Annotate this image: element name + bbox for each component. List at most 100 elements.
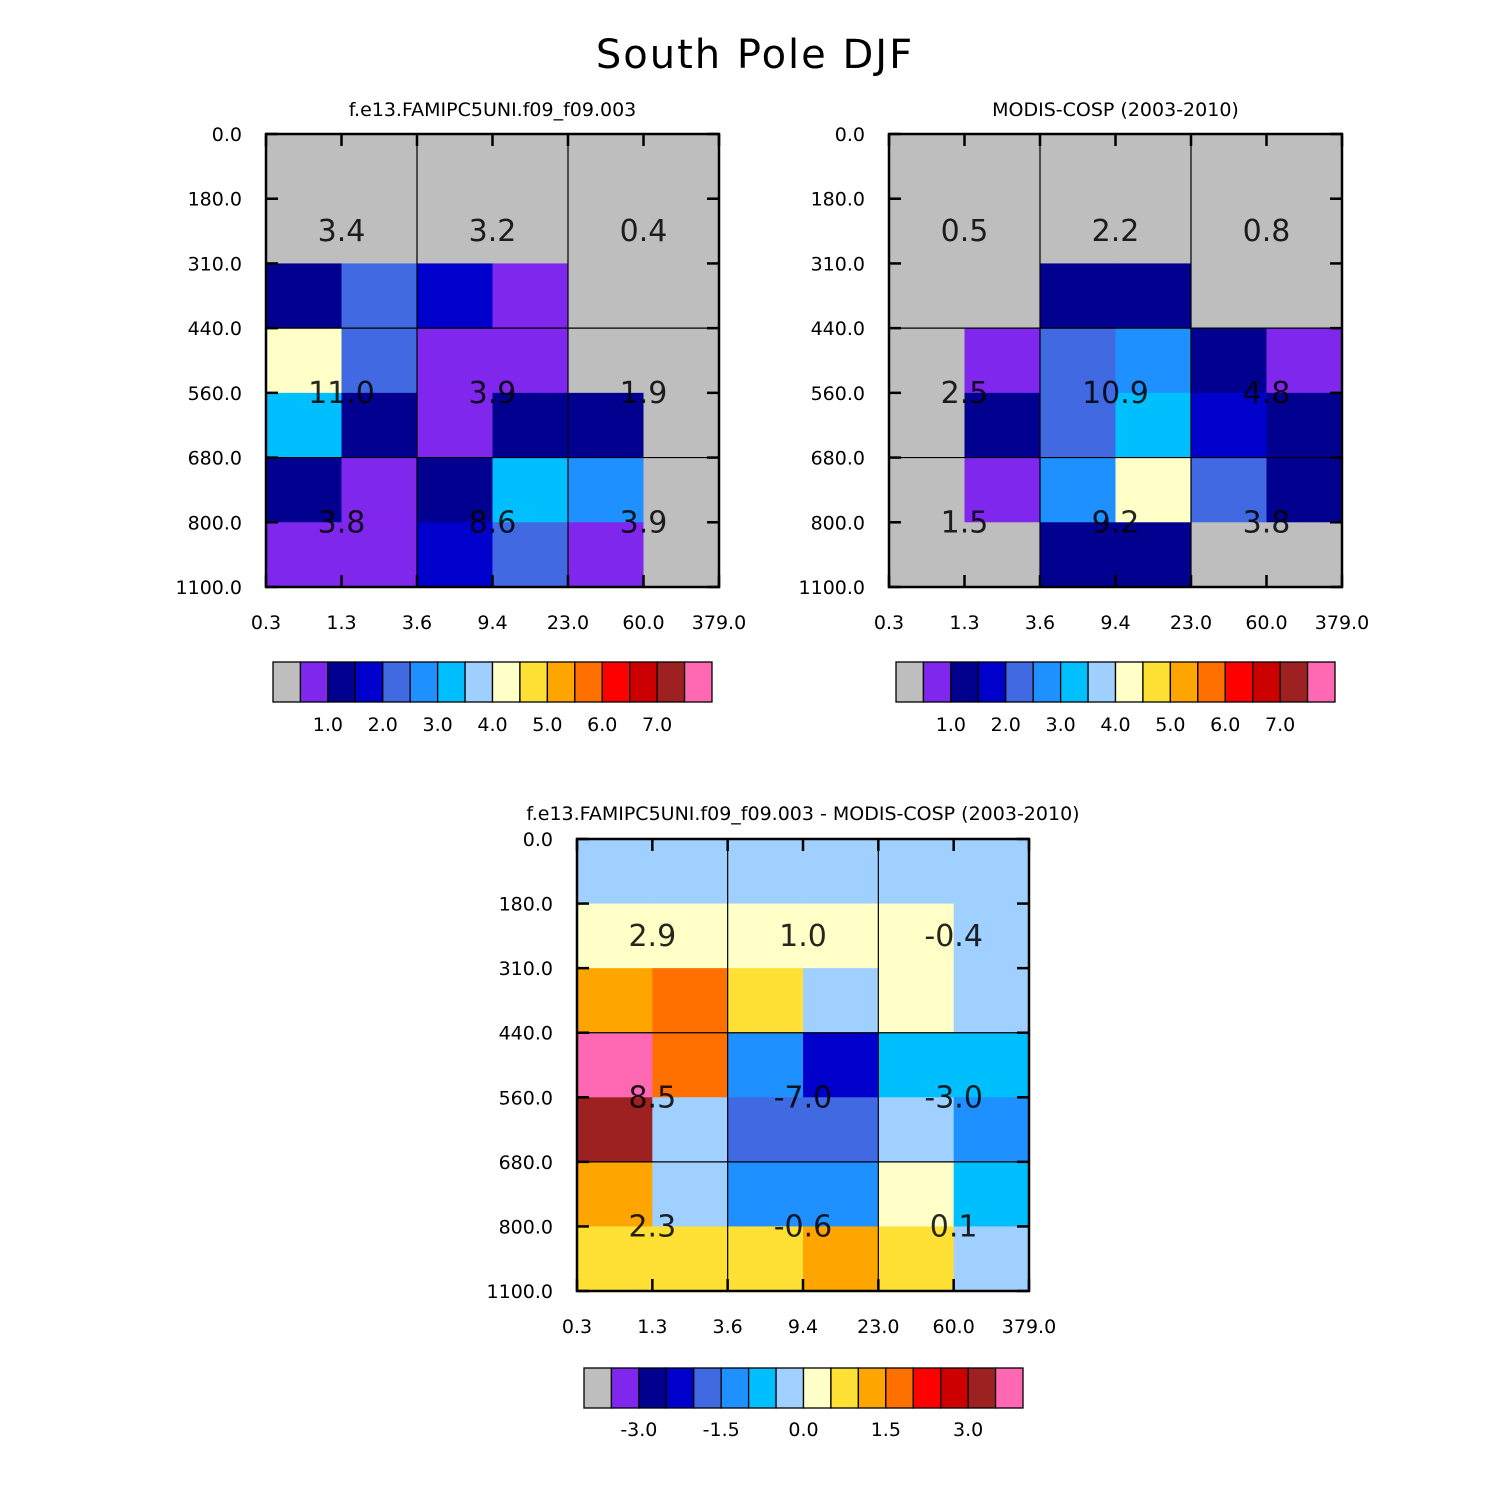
y-tick-label: 680.0 — [499, 1152, 553, 1174]
box-value-label: 8.5 — [628, 1080, 676, 1115]
heatmap-cell — [889, 198, 966, 265]
heatmap-cell — [889, 522, 966, 588]
heatmap-cell — [341, 522, 418, 588]
heatmap-cell — [568, 134, 645, 200]
colorbar-label: 7.0 — [1265, 714, 1295, 736]
heatmap-cell — [964, 198, 1041, 265]
heatmap-cell — [1266, 134, 1343, 200]
heatmap-cell — [643, 263, 720, 329]
heatmap-cell — [1115, 263, 1192, 329]
heatmap-cell — [878, 1097, 955, 1163]
x-tick-label: 0.3 — [251, 612, 281, 634]
heatmap-cell — [953, 1032, 1030, 1098]
heatmap-cell — [1115, 457, 1192, 523]
heatmap-cell — [652, 1161, 729, 1228]
panel-title: f.e13.FAMIPC5UNI.f09_f09.003 — [349, 99, 637, 121]
colorbar-swatch — [1252, 661, 1281, 703]
x-tick-label: 379.0 — [692, 612, 746, 634]
colorbar-swatch — [272, 661, 302, 703]
x-tick-label: 1.3 — [326, 612, 356, 634]
colorbar-label: 4.0 — [477, 714, 507, 736]
heatmap-cell — [492, 328, 569, 394]
colorbar-label: 3.0 — [423, 714, 453, 736]
colorbar-swatch — [683, 661, 713, 703]
box-value-label: 3.4 — [318, 214, 366, 249]
box-value-label: 3.8 — [1243, 505, 1291, 540]
heatmap-cell — [568, 328, 645, 394]
heatmap-cell — [643, 134, 720, 200]
heatmap-cell — [1191, 134, 1268, 200]
heatmap-cell — [417, 328, 494, 394]
panel-title: f.e13.FAMIPC5UNI.f09_f09.003 - MODIS-COS… — [526, 803, 1079, 825]
heatmap-cell — [341, 134, 418, 200]
heatmap-cell — [643, 198, 720, 265]
heatmap-cell — [803, 839, 879, 905]
panel-title: MODIS-COSP (2003-2010) — [992, 99, 1239, 121]
heatmap-cell — [492, 263, 569, 329]
x-tick-label: 0.3 — [562, 1316, 592, 1338]
colorbar-label: 5.0 — [1155, 714, 1185, 736]
y-tick-label: 310.0 — [188, 253, 242, 275]
heatmap-cell — [889, 392, 966, 459]
colorbar-label: -3.0 — [620, 1419, 657, 1441]
heatmap-cell — [577, 903, 653, 969]
figure-title: South Pole DJF — [596, 32, 914, 78]
heatmap-cell — [643, 392, 720, 459]
heatmap-cell — [1040, 134, 1117, 200]
heatmap-cell — [964, 263, 1041, 329]
y-tick-label: 560.0 — [811, 383, 865, 405]
box-value-label: 11.0 — [308, 376, 375, 411]
heatmap-cell — [1115, 328, 1192, 394]
colorbar-swatch — [1279, 661, 1309, 703]
box-value-label: 3.2 — [469, 214, 517, 249]
heatmap-cell — [1115, 522, 1192, 588]
heatmap-cell — [341, 392, 418, 459]
y-tick-label: 1100.0 — [176, 577, 242, 599]
y-tick-label: 800.0 — [188, 512, 242, 534]
heatmap-cell — [568, 522, 645, 588]
y-tick-label: 680.0 — [811, 448, 865, 470]
heatmap-cell — [889, 328, 966, 394]
heatmap-cell — [953, 1161, 1030, 1228]
x-tick-label: 379.0 — [1002, 1316, 1056, 1338]
colorbar-swatch — [1059, 661, 1089, 703]
colorbar-swatch — [601, 661, 631, 703]
y-tick-label: 800.0 — [499, 1216, 553, 1238]
x-tick-label: 9.4 — [788, 1316, 818, 1338]
heatmap-cell — [1266, 263, 1343, 329]
heatmap-cell — [417, 392, 494, 459]
heatmap-cell — [577, 968, 653, 1034]
colorbar-swatch — [830, 1367, 860, 1409]
colorbar-swatch — [574, 661, 603, 703]
box-value-label: 1.5 — [941, 505, 989, 540]
colorbar-label: 7.0 — [642, 714, 672, 736]
colorbar-label: 6.0 — [587, 714, 617, 736]
heatmap-cell — [878, 839, 955, 905]
colorbar-swatch — [857, 1367, 887, 1409]
colorbar-label: 2.0 — [368, 714, 398, 736]
heatmap-cell — [1115, 392, 1192, 459]
heatmap-cell — [417, 457, 494, 523]
heatmap-cell — [727, 903, 804, 969]
heatmap-cell — [964, 328, 1041, 394]
heatmap-cell — [953, 968, 1030, 1034]
colorbar-swatch — [464, 661, 494, 703]
heatmap-cell — [417, 198, 494, 265]
x-tick-label: 23.0 — [857, 1316, 899, 1338]
heatmap-cell — [492, 457, 569, 523]
x-tick-label: 3.6 — [713, 1316, 743, 1338]
y-tick-label: 0.0 — [523, 829, 553, 851]
y-tick-label: 310.0 — [811, 253, 865, 275]
colorbar-label: 3.0 — [953, 1419, 983, 1441]
heatmap-cell — [1266, 198, 1343, 265]
heatmap-cell — [727, 1097, 804, 1163]
y-tick-label: 1100.0 — [487, 1281, 553, 1303]
heatmap-panel-3: f.e13.FAMIPC5UNI.f09_f09.003 - MODIS-COS… — [487, 803, 1080, 1441]
colorbar-swatch — [1169, 661, 1199, 703]
heatmap-cell — [266, 522, 343, 588]
heatmap-cell — [803, 1161, 879, 1228]
colorbar-label: 1.0 — [936, 714, 966, 736]
colorbar-swatch — [638, 1367, 667, 1409]
box-value-label: -0.6 — [774, 1209, 833, 1244]
colorbar-swatch — [1306, 661, 1336, 703]
